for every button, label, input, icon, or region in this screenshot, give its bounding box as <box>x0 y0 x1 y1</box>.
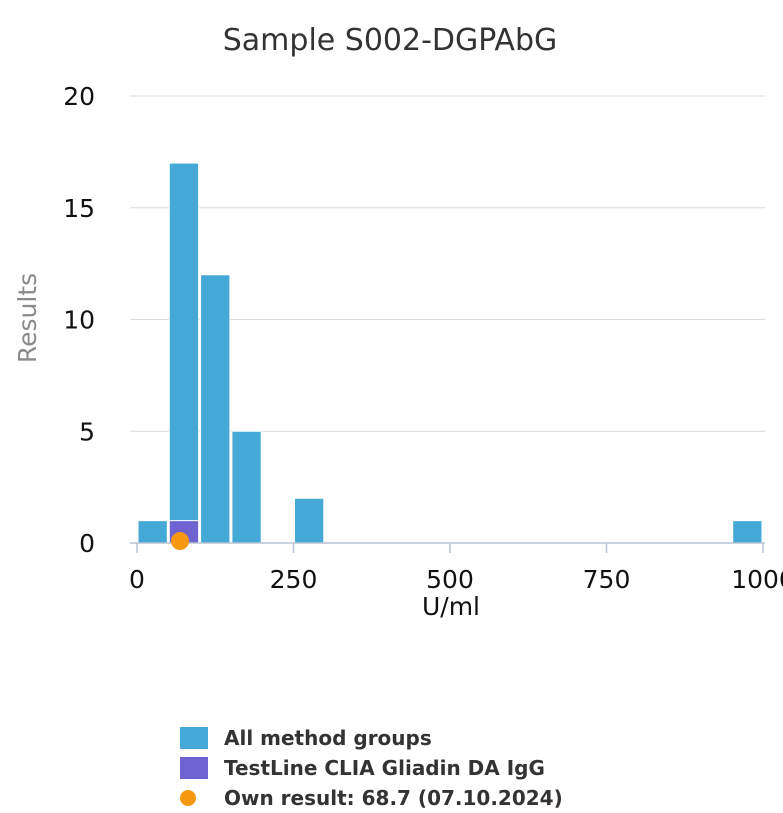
x-tick-label: 1000 <box>731 565 783 594</box>
bar-all-method-groups[interactable] <box>294 497 325 544</box>
bar-all-method-groups[interactable] <box>200 274 231 544</box>
legend-item-testline[interactable]: TestLine CLIA Gliadin DA IgG <box>180 753 563 783</box>
x-tick-label: 500 <box>426 565 474 594</box>
legend-label-own-result: Own result: 68.7 (07.10.2024) <box>224 786 563 810</box>
bar-all-method-groups[interactable] <box>137 520 168 544</box>
y-tick-label: 0 <box>79 529 95 558</box>
x-tick-label: 250 <box>270 565 318 594</box>
x-tick-label: 0 <box>129 565 145 594</box>
y-tick-labels: 0 5 10 15 20 <box>63 82 95 558</box>
own-result-marker-group <box>171 532 190 550</box>
y-tick-label: 15 <box>63 194 95 223</box>
legend-item-own-result[interactable]: Own result: 68.7 (07.10.2024) <box>180 783 563 813</box>
legend: All method groups TestLine CLIA Gliadin … <box>180 723 563 813</box>
chart-title: Sample S002-DGPAbG <box>223 23 557 58</box>
legend-swatch-own-result <box>180 787 208 809</box>
bar-all-method-groups[interactable] <box>231 430 262 544</box>
own-result-marker[interactable] <box>171 532 190 550</box>
legend-swatch-all <box>180 727 208 749</box>
bar-all-method-groups[interactable] <box>732 520 763 544</box>
legend-item-all-method-groups[interactable]: All method groups <box>180 723 563 753</box>
x-axis-title: U/ml <box>422 592 480 621</box>
y-axis-title: Results <box>13 273 42 363</box>
bar-all-method-groups[interactable] <box>168 162 200 544</box>
y-tick-label: 5 <box>79 417 95 446</box>
legend-label-testline: TestLine CLIA Gliadin DA IgG <box>224 756 545 780</box>
grid-lines <box>130 95 765 432</box>
axes <box>130 542 765 553</box>
legend-label-all: All method groups <box>224 726 432 750</box>
y-tick-label: 20 <box>63 82 95 111</box>
y-tick-label: 10 <box>63 306 95 335</box>
legend-swatch-testline <box>180 757 208 779</box>
x-tick-label: 750 <box>583 565 631 594</box>
bars <box>137 162 763 544</box>
x-tick-labels: 0 250 500 750 1000 <box>129 565 783 594</box>
